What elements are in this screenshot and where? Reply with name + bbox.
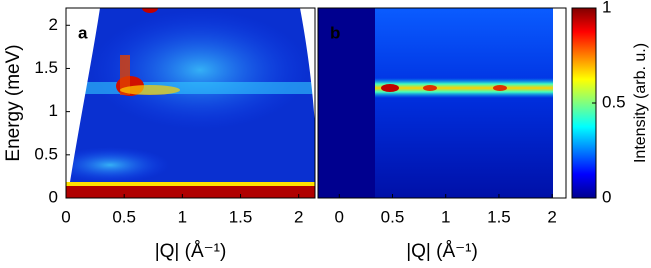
y-axis-label: Energy (meV)	[3, 44, 24, 161]
y-tick-label: 0.5	[34, 144, 58, 163]
y-tick-label: 0	[49, 187, 58, 206]
x-tick-label: 1	[441, 207, 450, 226]
panel-label: a	[78, 23, 88, 42]
y-tick-label: 1.5	[34, 58, 58, 77]
x-tick-label: 1	[178, 207, 187, 226]
colorbar-tick-label: 0.5	[602, 92, 626, 111]
plot-frame	[65, 7, 316, 199]
map-a	[66, 8, 315, 198]
y-tick-label: 1	[49, 101, 58, 120]
panel-label: b	[330, 23, 340, 42]
x-axis-label: |Q| (Å⁻¹)	[406, 241, 478, 262]
x-tick-label: 0.5	[112, 207, 136, 226]
x-tick-label: 2	[547, 207, 556, 226]
colorbar-tick-label: 0	[602, 187, 611, 206]
map-b	[318, 8, 566, 198]
x-tick-label: 0	[61, 207, 70, 226]
x-tick-label: 0	[335, 207, 344, 226]
y-tick-label: 2	[49, 15, 58, 34]
colorbar-label: Intensity (arb. u.)	[632, 43, 649, 163]
x-tick-label: 2	[294, 207, 303, 226]
x-tick-label: 1.5	[229, 207, 253, 226]
x-tick-label: 0.5	[381, 207, 405, 226]
x-tick-label: 1.5	[487, 207, 511, 226]
plot-frame	[317, 7, 567, 199]
x-axis-label: |Q| (Å⁻¹)	[155, 241, 227, 262]
colorbar-tick-label: 1	[602, 0, 611, 16]
